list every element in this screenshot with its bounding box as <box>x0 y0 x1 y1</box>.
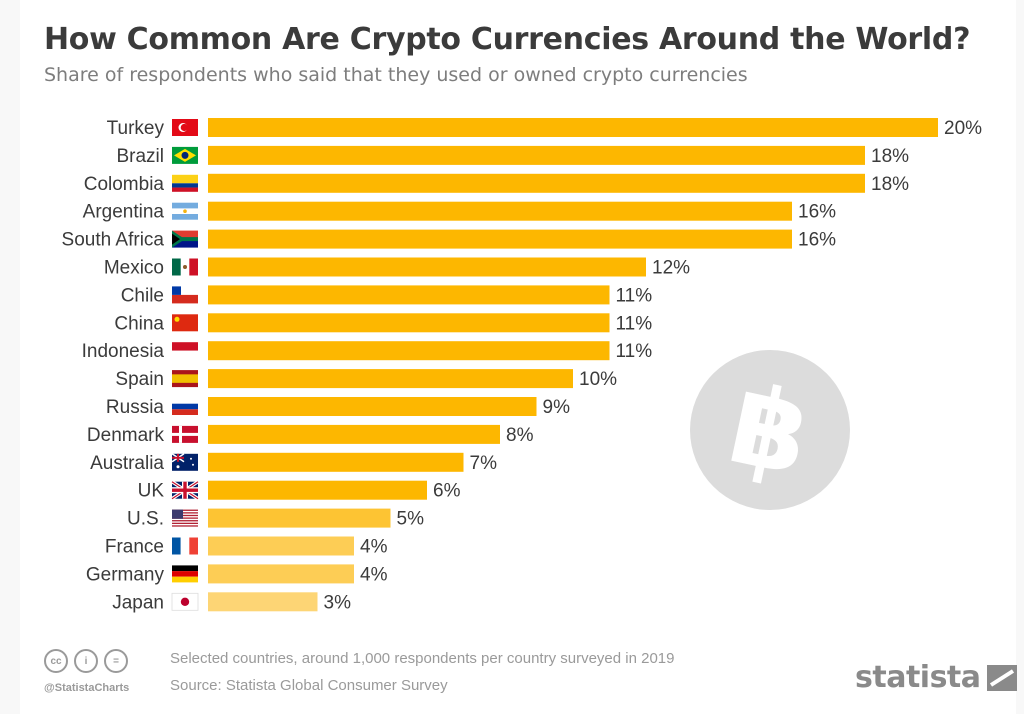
category-label: Chile <box>121 285 164 306</box>
value-label: 11% <box>616 313 653 334</box>
bar <box>208 424 500 444</box>
flag-chile-icon <box>172 286 198 304</box>
bar <box>208 118 938 137</box>
bar <box>208 452 464 472</box>
bar <box>208 480 427 500</box>
brand-name: statista <box>855 660 981 695</box>
license-icons: cc i = <box>44 649 128 673</box>
footnote: Selected countries, around 1,000 respond… <box>170 650 675 667</box>
statista-logo: statista <box>855 660 1017 695</box>
nd-icon: = <box>104 649 128 673</box>
flag-japan-icon <box>171 592 199 611</box>
value-label: 5% <box>397 509 425 530</box>
bar <box>208 592 318 612</box>
bar <box>208 536 354 556</box>
category-label: Turkey <box>107 118 165 139</box>
value-label: 8% <box>506 425 534 446</box>
bar <box>208 397 537 416</box>
value-label: 6% <box>433 481 461 502</box>
category-label: UK <box>138 481 165 502</box>
flag-france-icon <box>172 537 198 555</box>
value-label: 16% <box>798 230 836 251</box>
category-label: China <box>114 313 164 334</box>
cc-icon: cc <box>44 649 68 673</box>
bar <box>208 508 391 528</box>
category-label: Germany <box>86 564 165 585</box>
category-label: Russia <box>106 397 165 418</box>
flag-uk-icon <box>171 480 199 501</box>
bar <box>208 285 610 305</box>
flag-us-icon <box>172 509 198 527</box>
category-label: Indonesia <box>82 341 165 362</box>
value-label: 11% <box>616 285 653 306</box>
value-label: 9% <box>543 397 571 418</box>
bar-chart: ฿ Turkey 20% Brazil 18% Colombia 18% Argentina 1… <box>62 118 982 613</box>
category-label: Spain <box>115 369 164 390</box>
category-label: France <box>105 537 164 558</box>
category-label: Colombia <box>84 174 165 195</box>
value-label: 16% <box>798 202 836 223</box>
bar <box>208 257 646 277</box>
social-handle: @StatistaCharts <box>44 682 130 694</box>
category-label: South Africa <box>62 230 165 251</box>
statista-mark-icon <box>986 664 1017 691</box>
category-label: Japan <box>112 592 164 613</box>
flag-argentina-icon <box>172 202 198 220</box>
source-note: Source: Statista Global Consumer Survey <box>170 677 448 694</box>
bar <box>208 145 865 165</box>
category-label: Australia <box>90 453 164 474</box>
category-label: Mexico <box>104 258 164 279</box>
value-label: 11% <box>616 341 653 362</box>
flag-russia-icon <box>172 398 198 415</box>
bar <box>208 173 865 193</box>
flag-australia-icon <box>171 453 198 471</box>
bar <box>208 313 610 333</box>
flag-turkey-icon <box>172 119 198 136</box>
flag-indonesia-icon <box>172 342 198 360</box>
value-label: 3% <box>324 592 352 613</box>
chart-title: How Common Are Crypto Currencies Around … <box>44 22 971 57</box>
bar <box>208 369 573 389</box>
category-label: Denmark <box>87 425 165 446</box>
bar <box>208 341 610 361</box>
flag-mexico-icon <box>172 258 198 276</box>
value-label: 10% <box>579 369 617 390</box>
flag-germany-icon <box>172 565 198 583</box>
value-label: 18% <box>871 174 909 195</box>
chart-subtitle: Share of respondents who said that they … <box>44 64 748 86</box>
value-label: 12% <box>652 258 690 279</box>
category-label: Brazil <box>116 146 164 167</box>
value-label: 7% <box>470 453 498 474</box>
flag-colombia-icon <box>172 174 198 192</box>
value-label: 20% <box>944 118 982 139</box>
bar <box>208 564 354 584</box>
bitcoin-icon: ฿ <box>690 350 850 510</box>
category-label: Argentina <box>83 202 165 223</box>
value-label: 4% <box>360 564 388 585</box>
flag-denmark-icon <box>172 425 198 443</box>
bar <box>208 201 792 221</box>
bar <box>208 229 792 249</box>
flag-brazil-icon <box>172 146 198 164</box>
value-label: 4% <box>360 537 388 558</box>
category-label: U.S. <box>127 509 164 530</box>
flag-china-icon <box>172 314 198 332</box>
value-label: 18% <box>871 146 909 167</box>
flag-south-africa-icon <box>172 230 198 248</box>
flag-spain-icon <box>172 370 198 388</box>
by-icon: i <box>74 649 98 673</box>
